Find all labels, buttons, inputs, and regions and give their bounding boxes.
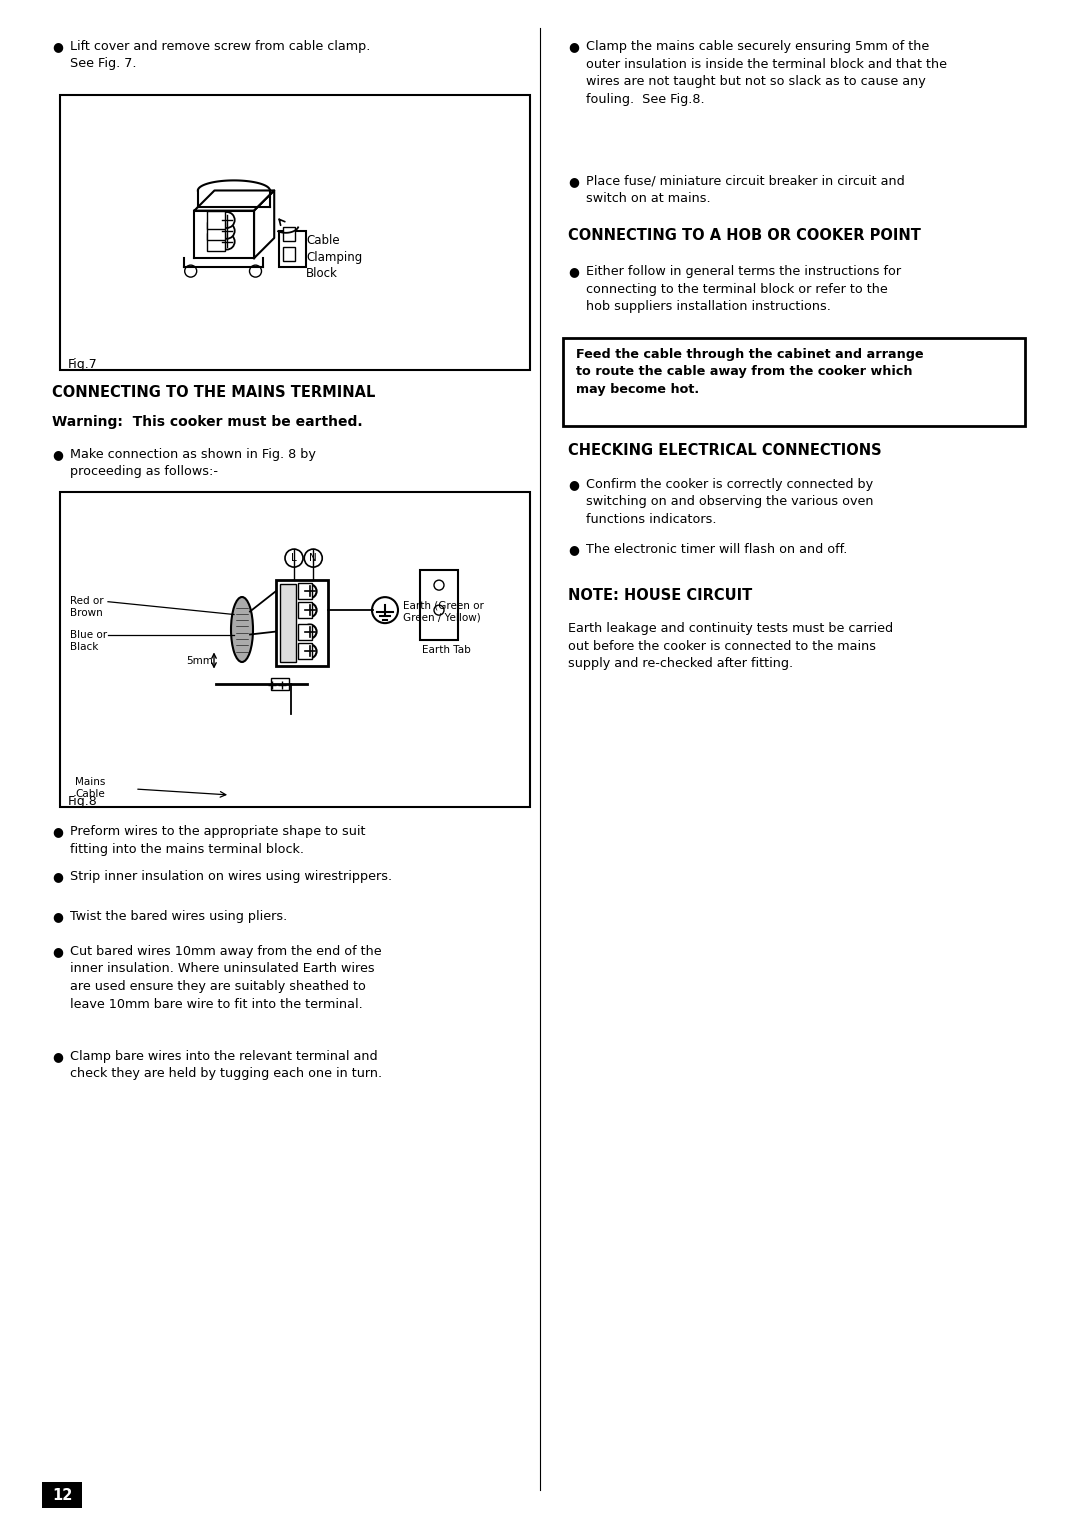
Circle shape <box>372 597 399 623</box>
Circle shape <box>305 549 322 567</box>
Circle shape <box>249 266 261 277</box>
Text: Confirm the cooker is correctly connected by
switching on and observing the vari: Confirm the cooker is correctly connecte… <box>586 478 874 526</box>
Circle shape <box>218 234 234 249</box>
Text: Cable
Clamping
Block: Cable Clamping Block <box>306 234 362 281</box>
Text: CONNECTING TO THE MAINS TERMINAL: CONNECTING TO THE MAINS TERMINAL <box>52 385 376 400</box>
Circle shape <box>434 581 444 590</box>
Text: L: L <box>292 553 297 564</box>
Text: Fig.8: Fig.8 <box>68 795 98 808</box>
Circle shape <box>302 645 316 659</box>
Circle shape <box>434 605 444 616</box>
Text: The electronic timer will flash on and off.: The electronic timer will flash on and o… <box>586 542 848 556</box>
Bar <box>283 248 295 261</box>
Text: 12: 12 <box>52 1488 72 1504</box>
Text: ●: ● <box>52 911 63 923</box>
Text: Twist the bared wires using pliers.: Twist the bared wires using pliers. <box>70 911 287 923</box>
Text: Earth Tab: Earth Tab <box>422 645 471 656</box>
Text: ●: ● <box>568 542 579 556</box>
Text: N: N <box>309 553 318 564</box>
Text: ●: ● <box>52 944 63 958</box>
Text: Strip inner insulation on wires using wirestrippers.: Strip inner insulation on wires using wi… <box>70 869 392 883</box>
Circle shape <box>218 223 234 238</box>
Bar <box>298 602 312 619</box>
Text: Feed the cable through the cabinet and arrange
to route the cable away from the : Feed the cable through the cabinet and a… <box>576 348 923 396</box>
Text: Warning:  This cooker must be earthed.: Warning: This cooker must be earthed. <box>52 416 363 429</box>
Bar <box>298 623 312 640</box>
Text: ●: ● <box>52 448 63 461</box>
Text: ●: ● <box>568 176 579 188</box>
Circle shape <box>302 625 316 639</box>
Bar <box>42 1482 82 1508</box>
Bar <box>206 211 225 229</box>
Circle shape <box>218 212 234 228</box>
Text: CONNECTING TO A HOB OR COOKER POINT: CONNECTING TO A HOB OR COOKER POINT <box>568 228 921 243</box>
Text: ●: ● <box>52 825 63 837</box>
Text: Make connection as shown in Fig. 8 by
proceeding as follows:-: Make connection as shown in Fig. 8 by pr… <box>70 448 315 478</box>
Bar <box>563 338 1025 426</box>
Text: ●: ● <box>568 40 579 53</box>
Text: Fig.7: Fig.7 <box>68 358 98 371</box>
Bar <box>298 584 312 599</box>
Bar <box>298 643 312 659</box>
Bar <box>206 222 225 240</box>
Bar <box>60 95 530 370</box>
Ellipse shape <box>231 597 253 662</box>
Text: Blue or
Black: Blue or Black <box>70 630 107 652</box>
Text: ●: ● <box>52 1050 63 1063</box>
Bar <box>420 570 458 640</box>
Circle shape <box>302 604 316 617</box>
Text: Cut bared wires 10mm away from the end of the
inner insulation. Where uninsulate: Cut bared wires 10mm away from the end o… <box>70 944 381 1010</box>
Text: 5mm: 5mm <box>186 656 213 666</box>
Text: ●: ● <box>52 869 63 883</box>
Circle shape <box>185 266 197 277</box>
Bar <box>271 678 288 691</box>
Circle shape <box>302 584 316 599</box>
Bar <box>280 584 296 662</box>
Circle shape <box>285 549 303 567</box>
Text: Red or
Brown: Red or Brown <box>70 596 104 619</box>
Text: Earth leakage and continuity tests must be carried
out before the cooker is conn: Earth leakage and continuity tests must … <box>568 622 893 669</box>
Bar <box>206 232 225 251</box>
Bar <box>283 226 295 241</box>
Text: Lift cover and remove screw from cable clamp.
See Fig. 7.: Lift cover and remove screw from cable c… <box>70 40 370 70</box>
Text: Clamp the mains cable securely ensuring 5mm of the
outer insulation is inside th: Clamp the mains cable securely ensuring … <box>586 40 947 105</box>
Text: ●: ● <box>568 478 579 490</box>
Bar <box>279 231 306 267</box>
Text: Place fuse/ miniature circuit breaker in circuit and
switch on at mains.: Place fuse/ miniature circuit breaker in… <box>586 176 905 205</box>
Text: ●: ● <box>568 264 579 278</box>
Text: Clamp bare wires into the relevant terminal and
check they are held by tugging e: Clamp bare wires into the relevant termi… <box>70 1050 382 1080</box>
Text: Earth (Green or
Green / Yellow): Earth (Green or Green / Yellow) <box>403 601 484 622</box>
Text: ●: ● <box>52 40 63 53</box>
Bar <box>60 492 530 807</box>
Text: Either follow in general terms the instructions for
connecting to the terminal b: Either follow in general terms the instr… <box>586 264 901 313</box>
Bar <box>275 581 328 666</box>
Text: NOTE: HOUSE CIRCUIT: NOTE: HOUSE CIRCUIT <box>568 588 753 604</box>
Text: Mains
Cable: Mains Cable <box>75 778 106 799</box>
Text: CHECKING ELECTRICAL CONNECTIONS: CHECKING ELECTRICAL CONNECTIONS <box>568 443 881 458</box>
Text: Preform wires to the appropriate shape to suit
fitting into the mains terminal b: Preform wires to the appropriate shape t… <box>70 825 365 856</box>
